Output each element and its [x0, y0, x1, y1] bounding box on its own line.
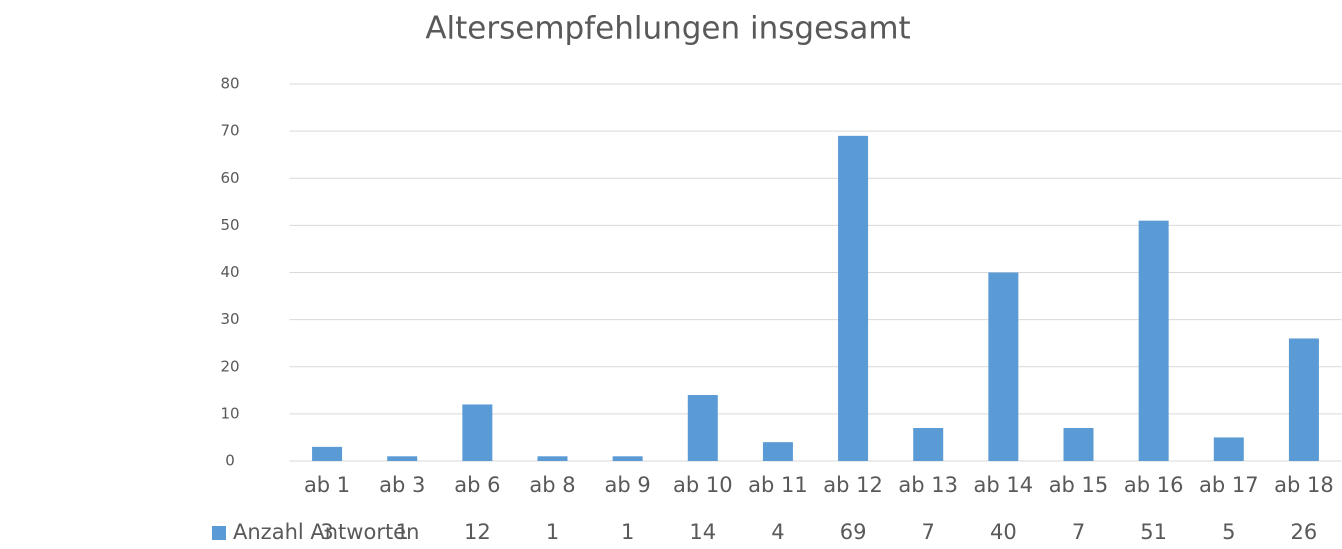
bar	[913, 428, 944, 461]
bar	[1288, 338, 1319, 461]
x-tick-label: ab 6	[454, 473, 500, 497]
data-table-value: 40	[990, 520, 1017, 544]
legend-swatch	[212, 526, 226, 540]
x-tick-label: ab 9	[605, 473, 651, 497]
x-tick-label: ab 11	[748, 473, 808, 497]
data-table-value: 4	[771, 520, 784, 544]
bar	[988, 272, 1019, 461]
y-tick-label: 70	[220, 122, 239, 140]
chart-title: Altersempfehlungen insgesamt	[425, 11, 910, 47]
y-tick-label: 30	[220, 310, 239, 328]
data-table-value: 26	[1291, 520, 1318, 544]
data-table-value: 1	[546, 520, 559, 544]
bar	[537, 456, 568, 461]
legend-label: Anzahl Antworten	[233, 520, 419, 544]
bar	[312, 446, 343, 461]
y-tick-label: 10	[220, 404, 239, 422]
data-table-value: 1	[621, 520, 634, 544]
x-tick-label: ab 17	[1199, 473, 1259, 497]
x-tick-label: ab 15	[1049, 473, 1109, 497]
data-table-value: 12	[464, 520, 491, 544]
x-tick-label: ab 8	[529, 473, 575, 497]
data-table-value: 7	[1072, 520, 1085, 544]
bar	[1213, 437, 1244, 461]
data-table-value: 1	[396, 520, 409, 544]
bar	[1138, 220, 1169, 461]
y-tick-label: 0	[225, 452, 235, 470]
x-tick-label: ab 1	[304, 473, 350, 497]
data-table-value: 14	[689, 520, 716, 544]
bar	[762, 442, 793, 461]
data-table-value: 3	[320, 520, 333, 544]
bar	[1063, 428, 1094, 461]
y-tick-label: 50	[220, 216, 239, 234]
bar	[687, 395, 718, 461]
x-tick-label: ab 13	[898, 473, 958, 497]
y-tick-label: 20	[220, 357, 239, 375]
bar	[462, 404, 493, 461]
x-tick-label: ab 12	[823, 473, 883, 497]
x-tick-label: ab 10	[673, 473, 733, 497]
data-table-value: 51	[1140, 520, 1167, 544]
x-tick-label: ab 3	[379, 473, 425, 497]
x-tick-label: ab 18	[1274, 473, 1334, 497]
y-tick-label: 60	[220, 169, 239, 187]
y-tick-label: 40	[220, 263, 239, 281]
x-tick-label: ab 14	[974, 473, 1034, 497]
x-tick-label: ab 16	[1124, 473, 1184, 497]
data-table-value: 5	[1222, 520, 1235, 544]
bar	[612, 456, 643, 461]
data-table-value: 69	[840, 520, 867, 544]
bar	[387, 456, 418, 461]
data-table-value: 7	[922, 520, 935, 544]
bar	[838, 135, 869, 461]
y-tick-label: 80	[220, 75, 239, 93]
